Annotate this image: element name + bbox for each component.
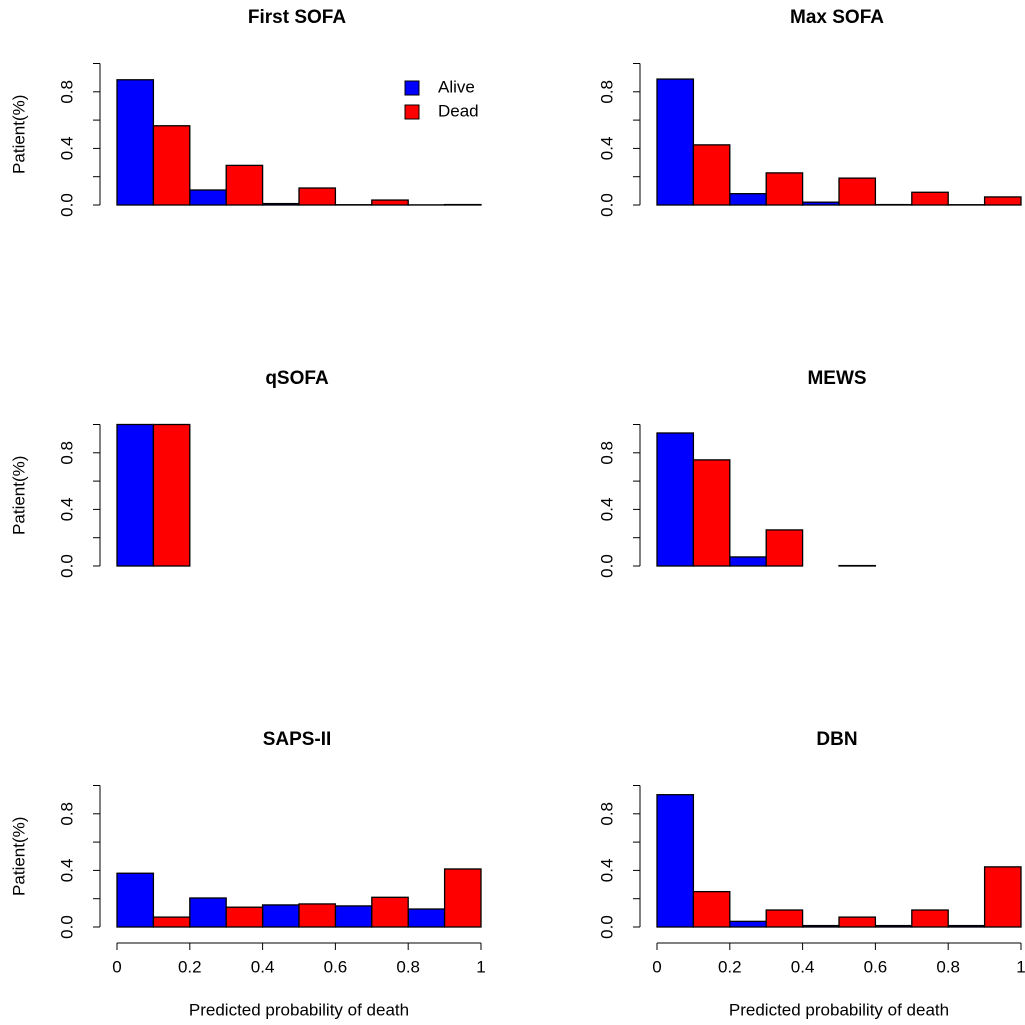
- x-tick-label: 0.8: [936, 957, 960, 976]
- x-tick-label: 0: [652, 957, 661, 976]
- bar: [911, 191, 949, 206]
- legend-label: Alive: [438, 77, 475, 96]
- bar: [692, 144, 731, 206]
- bar: [152, 423, 191, 567]
- bar: [947, 924, 986, 928]
- bar: [225, 906, 264, 928]
- bar: [838, 916, 877, 928]
- bar: [298, 903, 337, 928]
- bar: [765, 172, 804, 206]
- bar: [261, 904, 300, 928]
- bar: [801, 201, 840, 206]
- bar: [729, 920, 767, 928]
- legend-swatch: [404, 80, 420, 96]
- bar: [692, 890, 731, 928]
- bar: [116, 423, 155, 567]
- legend-label: Dead: [438, 101, 479, 120]
- bar: [801, 924, 840, 928]
- x-tick-label: 0.6: [324, 957, 348, 976]
- bar: [656, 78, 695, 206]
- y-tick-label: 0.4: [57, 137, 76, 161]
- panel-title: First SOFA: [248, 7, 346, 28]
- y-tick-label: 0.4: [597, 498, 616, 522]
- x-tick-label: 0.8: [396, 957, 420, 976]
- bar: [838, 177, 877, 206]
- x-axis-label: Predicted probability of death: [729, 1000, 949, 1019]
- panel-title: qSOFA: [265, 368, 329, 389]
- bar: [656, 432, 695, 567]
- bar: [765, 909, 804, 928]
- bar: [407, 908, 446, 928]
- x-tick-label: 1: [1016, 957, 1025, 976]
- bar: [189, 189, 227, 206]
- bar: [225, 164, 264, 206]
- panel-title: SAPS-II: [263, 729, 332, 750]
- bar: [371, 896, 409, 928]
- bar: [152, 125, 191, 206]
- y-tick-label: 0.4: [597, 137, 616, 161]
- panel-title: Max SOFA: [790, 7, 884, 28]
- y-tick-label: 0.8: [597, 802, 616, 826]
- bar: [261, 202, 300, 206]
- bar: [152, 916, 191, 928]
- y-tick-label: 0.0: [57, 554, 76, 578]
- x-tick-label: 1: [476, 957, 485, 976]
- panel-title: DBN: [816, 729, 857, 750]
- bar: [729, 193, 767, 206]
- y-tick-label: 0.0: [597, 915, 616, 939]
- y-tick-label: 0.0: [597, 554, 616, 578]
- y-tick-label: 0.0: [57, 915, 76, 939]
- y-tick-label: 0.8: [57, 441, 76, 465]
- x-tick-label: 0.2: [718, 957, 742, 976]
- bar: [116, 79, 155, 206]
- y-tick-label: 0.0: [57, 193, 76, 217]
- bar: [298, 187, 337, 206]
- x-tick-label: 0: [112, 957, 121, 976]
- y-tick-label: 0.4: [57, 859, 76, 883]
- bar: [729, 556, 767, 567]
- bar: [334, 905, 373, 928]
- bar: [983, 196, 1022, 206]
- x-axis-label: Predicted probability of death: [189, 1000, 409, 1019]
- bar: [983, 866, 1022, 928]
- y-axis-label: Patient(%): [9, 95, 28, 174]
- y-tick-label: 0.0: [597, 193, 616, 217]
- x-tick-label: 0.2: [178, 957, 202, 976]
- x-tick-label: 0.4: [791, 957, 815, 976]
- bar: [911, 909, 949, 928]
- y-tick-label: 0.8: [597, 80, 616, 104]
- y-tick-label: 0.8: [57, 80, 76, 104]
- y-axis-label: Patient(%): [9, 817, 28, 896]
- bar: [874, 924, 913, 928]
- y-tick-label: 0.4: [597, 859, 616, 883]
- bar: [371, 199, 409, 206]
- bar: [656, 794, 695, 928]
- panel-title: MEWS: [807, 368, 866, 389]
- legend-swatch: [404, 104, 420, 120]
- x-tick-label: 0.6: [864, 957, 888, 976]
- y-tick-label: 0.8: [57, 802, 76, 826]
- bar: [765, 529, 804, 567]
- x-tick-label: 0.4: [251, 957, 275, 976]
- bar: [116, 872, 155, 928]
- y-tick-label: 0.8: [597, 441, 616, 465]
- y-axis-label: Patient(%): [9, 456, 28, 535]
- bar: [189, 897, 227, 928]
- y-tick-label: 0.4: [57, 498, 76, 522]
- bar: [692, 459, 731, 567]
- bar: [443, 868, 482, 928]
